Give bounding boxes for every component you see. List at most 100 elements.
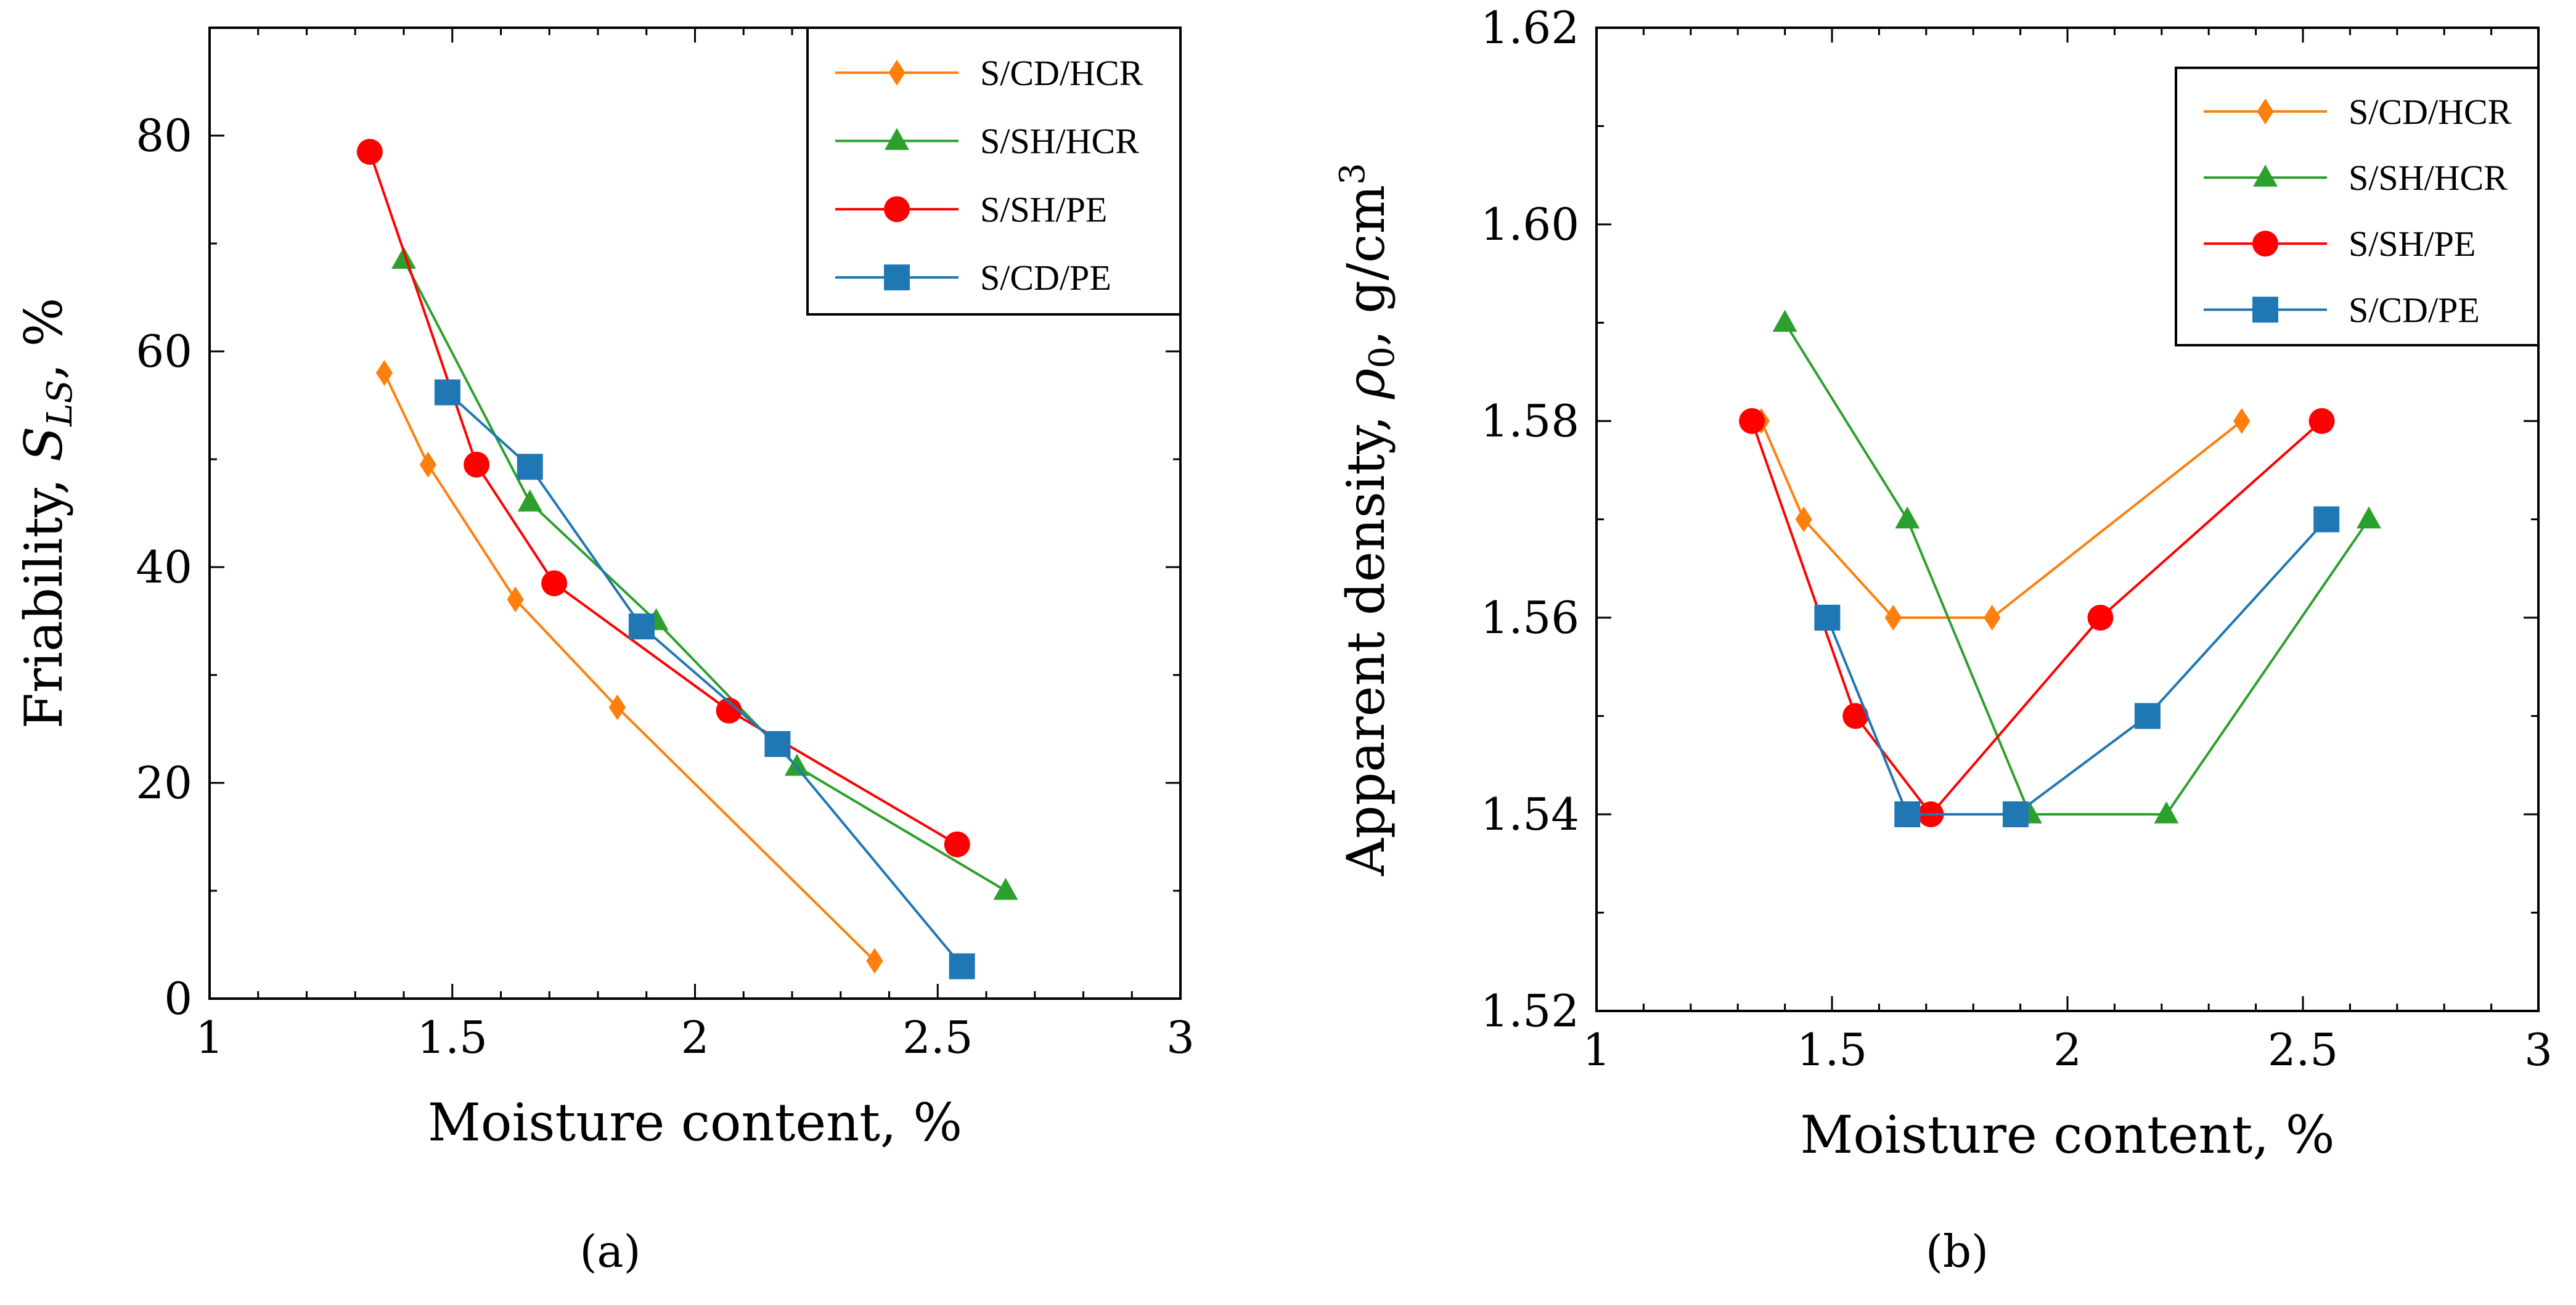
y-tick-label: 1.52 <box>1481 985 1579 1037</box>
series-S/CD/HCR <box>1752 408 2251 631</box>
data-point <box>1895 506 1920 529</box>
data-point <box>2134 703 2161 729</box>
data-point <box>2154 801 2179 824</box>
y-axis-label: Friability, SLS, % <box>14 298 80 729</box>
y-axis-label-text: Apparent density, <box>1336 399 1396 877</box>
panel-caption: (b) <box>1926 1225 1989 1277</box>
data-point <box>541 570 568 597</box>
series-S/SH/PE <box>356 139 970 857</box>
chart-0: 1 1.5 2 2.5 3 0 20 40 60 80 Moisture content, % Fri… <box>14 27 1195 1277</box>
y-tick-label: 20 <box>136 757 192 809</box>
data-point <box>375 360 393 386</box>
series-S/CD/HCR <box>375 360 883 974</box>
data-point <box>949 953 975 980</box>
data-point <box>434 379 460 406</box>
legend-box <box>806 27 1182 316</box>
data-point <box>1739 408 1765 434</box>
data-point <box>764 731 791 757</box>
data-point <box>507 586 524 613</box>
data-point <box>1772 309 1797 332</box>
data-point <box>464 451 490 478</box>
legend-marker <box>2257 98 2274 125</box>
y-axis-label-subscript: LS <box>40 380 80 427</box>
series-S/SH/HCR <box>1772 309 2381 824</box>
legend-label: S/CD/HCR <box>2349 92 2512 132</box>
data-point <box>608 694 626 721</box>
x-tick-label: 2.5 <box>2268 1024 2339 1076</box>
data-point <box>993 878 1018 900</box>
data-point <box>419 451 437 478</box>
legend-label: S/SH/HCR <box>980 121 1139 162</box>
data-point <box>866 947 883 974</box>
x-axis-label: Moisture content, % <box>1800 1105 2334 1165</box>
legend-marker <box>884 264 910 291</box>
x-tick-label: 2.5 <box>902 1012 973 1063</box>
y-tick-label: 0 <box>164 973 192 1025</box>
data-point <box>1842 703 1869 729</box>
series-line <box>1826 518 2328 816</box>
data-point <box>517 489 542 512</box>
data-point <box>517 454 543 480</box>
legend-label: S/SH/PE <box>2349 224 2476 264</box>
legend-marker <box>2253 165 2278 187</box>
y-tick-label: 60 <box>136 325 192 377</box>
data-point <box>944 831 970 857</box>
panel-caption: (a) <box>579 1225 640 1277</box>
x-tick-label: 2 <box>681 1012 709 1063</box>
y-axis-label-symbol: ρ <box>1336 369 1396 399</box>
legend-marker <box>2252 297 2278 323</box>
y-axis-label-subscript: 0 <box>1362 346 1402 369</box>
data-point <box>1984 605 2001 631</box>
data-point <box>2308 408 2335 434</box>
data-point <box>2087 605 2114 631</box>
chart-1: 1 1.5 2 2.5 31.521.541.561.581.601.62Moistur… <box>1333 2 2553 1277</box>
legend-marker <box>884 196 910 223</box>
data-point <box>784 753 809 776</box>
y-tick-label: 80 <box>136 110 192 162</box>
series-S/CD/PE <box>434 379 975 980</box>
y-axis-label-symbol: S <box>14 427 74 462</box>
x-axis-label: Moisture content, % <box>428 1092 962 1153</box>
legend-marker <box>2252 231 2278 257</box>
series-line <box>403 259 1007 892</box>
x-tick-label: 1 <box>1582 1024 1611 1076</box>
data-point <box>391 247 416 269</box>
y-tick-label: 40 <box>136 541 192 593</box>
x-tick-label: 3 <box>1166 1012 1195 1063</box>
x-tick-label: 1.5 <box>1797 1024 1868 1076</box>
data-point <box>716 697 742 724</box>
x-tick-label: 1.5 <box>417 1012 488 1063</box>
legend-box <box>2175 67 2540 346</box>
legend-marker <box>888 59 906 86</box>
series-S/CD/PE <box>1814 506 2340 827</box>
y-tick-label: 1.58 <box>1481 395 1579 447</box>
data-point <box>356 139 383 165</box>
y-tick-label: 1.60 <box>1481 198 1579 250</box>
y-tick-label: 1.62 <box>1481 2 1579 54</box>
legend-label: S/SH/PE <box>980 189 1107 229</box>
data-point <box>2357 506 2381 529</box>
legend-marker <box>885 128 909 150</box>
data-point <box>1884 605 1902 631</box>
data-point <box>1795 506 1812 533</box>
x-tick-label: 2 <box>2053 1024 2082 1076</box>
data-point <box>1814 605 1841 631</box>
series-line <box>383 372 876 962</box>
legend: S/CD/HCR S/SH/HCR S/SH/PE S/CD/PE <box>806 27 1182 316</box>
data-point <box>2233 408 2251 434</box>
y-axis-label-text: Friability, <box>14 462 74 729</box>
legend-label: S/CD/PE <box>2349 290 2480 330</box>
data-point <box>1894 801 1921 827</box>
data-point <box>2313 506 2340 533</box>
series-S/SH/HCR <box>391 247 1018 900</box>
y-axis-label: Apparent density, ρ0, g/cm3 <box>1333 163 1402 877</box>
y-axis-label-unit: , % <box>14 298 74 380</box>
y-axis-label-superscript: 3 <box>1333 163 1373 185</box>
data-point <box>628 613 655 640</box>
y-tick-label: 1.54 <box>1481 788 1579 840</box>
y-axis-label-unit: , g/cm <box>1336 185 1396 346</box>
legend-label: S/SH/HCR <box>2349 158 2508 198</box>
y-tick-label: 1.56 <box>1481 592 1579 644</box>
x-tick-label: 1 <box>195 1012 224 1063</box>
